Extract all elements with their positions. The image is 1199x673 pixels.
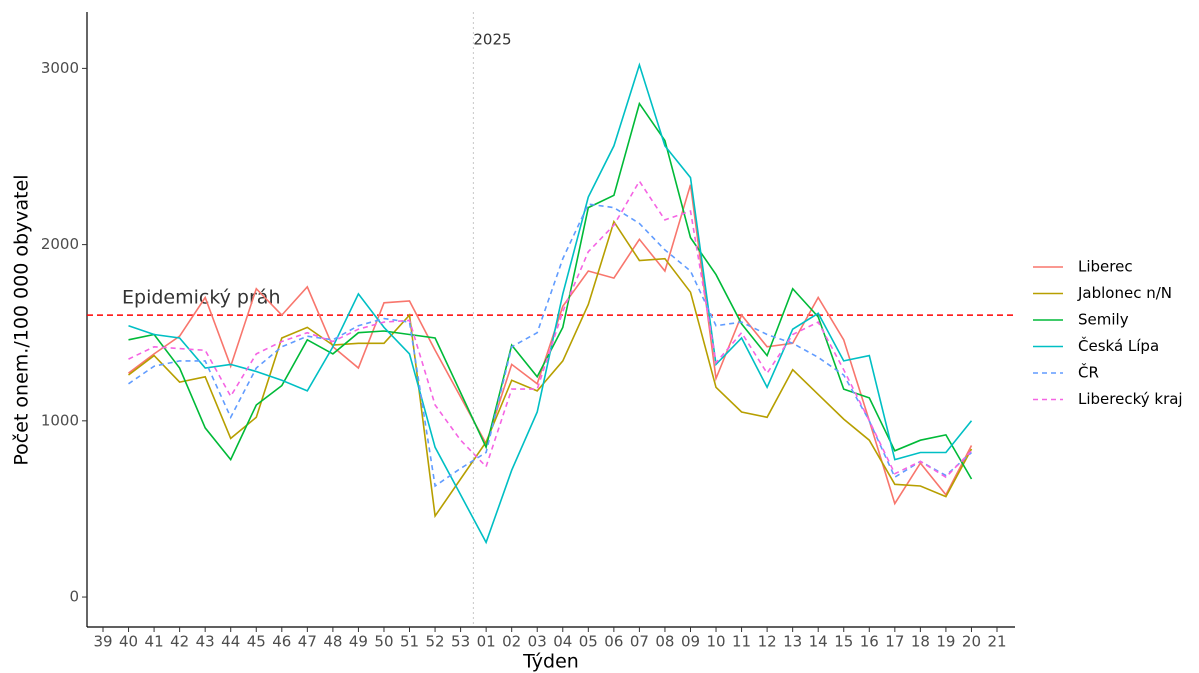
x-tick-label: 16 bbox=[860, 633, 879, 651]
y-tick-label: 2000 bbox=[41, 235, 79, 253]
x-tick-label: 51 bbox=[400, 633, 419, 651]
y-tick-label: 3000 bbox=[41, 59, 79, 77]
x-axis-title: Týden bbox=[522, 651, 579, 673]
series-line bbox=[128, 179, 973, 479]
y-axis-title: Počet onem./100 000 obyvatel bbox=[11, 174, 33, 465]
x-tick-label: 07 bbox=[630, 633, 649, 651]
x-tick-label: 19 bbox=[936, 633, 955, 651]
x-tick-label: 15 bbox=[834, 633, 853, 651]
legend-label: Jablonec n/N bbox=[1077, 284, 1172, 302]
x-tick-label: 02 bbox=[502, 633, 521, 651]
series-line bbox=[128, 219, 973, 519]
x-tick-label: 01 bbox=[477, 633, 496, 651]
x-tick-label: 17 bbox=[885, 633, 904, 651]
x-tick-label: 48 bbox=[323, 633, 342, 651]
x-tick-label: 43 bbox=[196, 633, 215, 651]
legend-label: Česká Lípa bbox=[1078, 336, 1159, 355]
x-tick-label: 45 bbox=[247, 633, 266, 651]
x-tick-label: 44 bbox=[221, 633, 240, 651]
x-tick-label: 41 bbox=[145, 633, 164, 651]
x-tick-label: 10 bbox=[706, 633, 725, 651]
legend-label: Semily bbox=[1078, 311, 1129, 329]
x-tick-label: 21 bbox=[987, 633, 1006, 651]
legend-label: Liberecký kraj bbox=[1078, 390, 1183, 408]
x-tick-label: 20 bbox=[962, 633, 981, 651]
x-tick-label: 47 bbox=[298, 633, 317, 651]
x-tick-label: 40 bbox=[119, 633, 138, 651]
x-tick-label: 06 bbox=[604, 633, 623, 651]
x-tick-label: 50 bbox=[374, 633, 393, 651]
x-tick-label: 39 bbox=[93, 633, 112, 651]
series-line bbox=[128, 203, 973, 488]
legend-label: Liberec bbox=[1078, 258, 1133, 276]
x-tick-label: 11 bbox=[732, 633, 751, 651]
x-tick-label: 12 bbox=[758, 633, 777, 651]
x-tick-label: 09 bbox=[681, 633, 700, 651]
x-tick-label: 04 bbox=[553, 633, 572, 651]
x-tick-label: 18 bbox=[911, 633, 930, 651]
x-tick-label: 52 bbox=[426, 633, 445, 651]
legend-label: ČR bbox=[1078, 363, 1099, 382]
series-line bbox=[128, 62, 973, 545]
year-label: 2025 bbox=[473, 31, 511, 49]
y-tick-label: 0 bbox=[69, 588, 79, 606]
x-tick-label: 46 bbox=[272, 633, 291, 651]
x-tick-label: 42 bbox=[170, 633, 189, 651]
x-tick-label: 08 bbox=[655, 633, 674, 651]
threshold-label: Epidemický práh bbox=[122, 287, 281, 309]
x-tick-label: 03 bbox=[528, 633, 547, 651]
y-tick-label: 1000 bbox=[41, 411, 79, 429]
x-tick-label: 53 bbox=[451, 633, 470, 651]
series-line bbox=[128, 184, 973, 506]
x-tick-label: 49 bbox=[349, 633, 368, 651]
x-tick-label: 14 bbox=[809, 633, 828, 651]
x-tick-label: 05 bbox=[579, 633, 598, 651]
x-tick-label: 13 bbox=[783, 633, 802, 651]
